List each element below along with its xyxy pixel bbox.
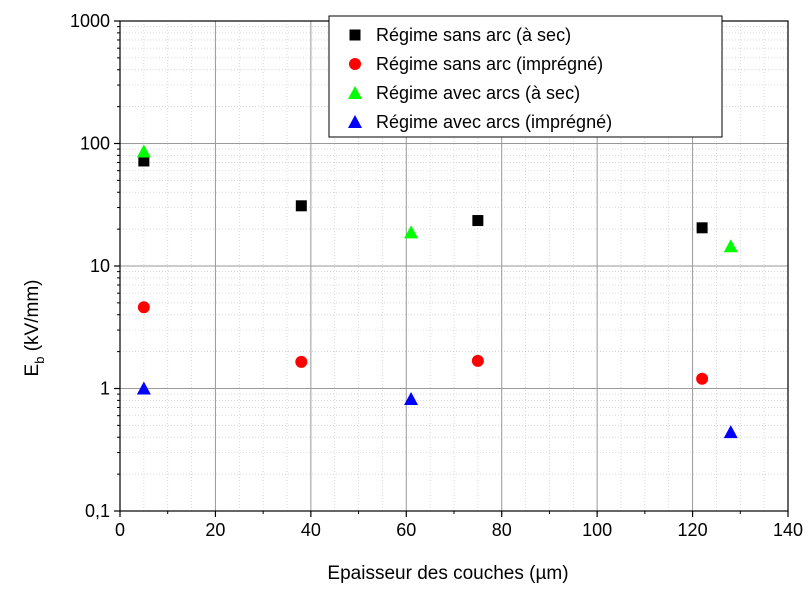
legend: Régime sans arc (à sec) Régime sans arc (… (328, 15, 723, 138)
y-axis-title-main: E (22, 364, 43, 377)
series-2 (137, 301, 709, 385)
x-tick-label: 140 (773, 520, 803, 540)
x-tick-label: 0 (115, 520, 125, 540)
legend-item: Régime sans arc (imprégné) (349, 54, 603, 74)
data-point (136, 144, 151, 158)
legend-items: Régime sans arc (à sec) Régime sans arc (… (348, 25, 612, 132)
data-point (696, 372, 709, 385)
legend-item: Régime sans arc (à sec) (349, 25, 571, 45)
legend-marker (348, 115, 362, 128)
x-tick-label: 100 (582, 520, 612, 540)
minor-grid (120, 21, 788, 511)
data-point (696, 222, 708, 234)
y-tick-label: 0,1 (85, 501, 110, 521)
legend-marker (349, 29, 361, 41)
data-point (472, 215, 484, 227)
series-4 (136, 381, 738, 439)
legend-item: Régime avec arcs (à sec) (348, 83, 580, 103)
legend-marker (349, 58, 361, 70)
x-tick-label: 80 (492, 520, 512, 540)
y-tick-label: 1000 (70, 11, 110, 31)
data-point (723, 239, 738, 253)
legend-label: Régime avec arcs (à sec) (376, 83, 580, 103)
data-point (404, 225, 419, 239)
legend-label: Régime avec arcs (imprégné) (376, 112, 612, 132)
x-tick-labels: 0 20 40 60 80 100 120 140 (115, 520, 803, 540)
legend-item: Régime avec arcs (imprégné) (348, 112, 612, 132)
legend-label: Régime sans arc (imprégné) (376, 54, 603, 74)
y-tick-label: 100 (80, 134, 110, 154)
data-point (295, 200, 307, 212)
data-point (404, 392, 419, 406)
x-tick-label: 120 (678, 520, 708, 540)
x-tick-label: 20 (205, 520, 225, 540)
data-point (295, 355, 308, 368)
data-point (136, 381, 151, 395)
data-point (137, 301, 150, 314)
x-tick-label: 60 (396, 520, 416, 540)
series-1 (138, 155, 708, 234)
legend-box (328, 15, 723, 138)
y-tick-labels: 0,1 1 10 100 1000 (70, 11, 110, 521)
axis-ticks (114, 20, 789, 517)
legend-marker (348, 86, 362, 99)
x-tick-label: 40 (301, 520, 321, 540)
data-point (471, 354, 484, 367)
x-axis-title: Epaisseur des couches (µm) (327, 563, 568, 584)
y-tick-label: 10 (90, 256, 110, 276)
y-axis-title: Eb (kV/mm) (22, 280, 47, 377)
y-axis-title-subscript: b (32, 357, 47, 364)
data-point (138, 155, 150, 167)
series-3 (136, 144, 738, 253)
legend-label: Régime sans arc (à sec) (376, 25, 571, 45)
y-axis-title-unit: (kV/mm) (22, 280, 43, 357)
data-points (136, 144, 738, 439)
data-point (723, 425, 738, 439)
y-tick-label: 1 (100, 379, 110, 399)
